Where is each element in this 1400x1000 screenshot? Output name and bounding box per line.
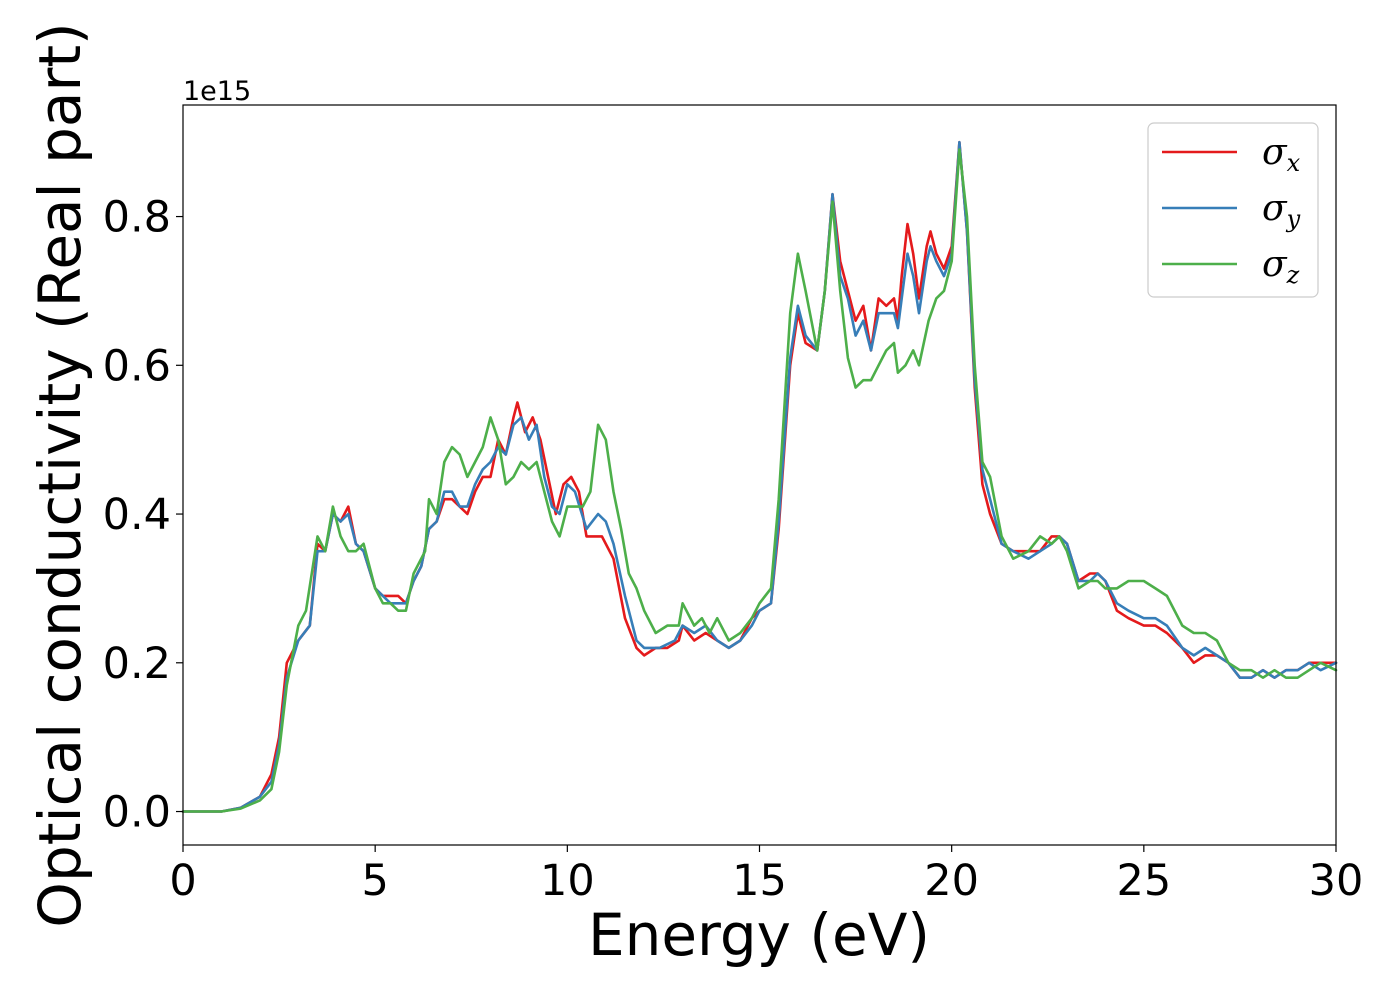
x-tick-label: 0 [169, 856, 196, 906]
series-line-x [181, 140, 1338, 813]
series-layer [181, 140, 1338, 813]
y-tick-label: 0.8 [103, 193, 171, 243]
series-line-y [181, 140, 1338, 813]
x-tick-label: 10 [540, 856, 595, 906]
legend-label-z: σz [1262, 244, 1300, 289]
y-tick-label: 0.4 [103, 490, 171, 540]
x-tick-label: 25 [1116, 856, 1171, 906]
y-tick-label: 0.2 [103, 639, 171, 689]
x-axis: 0 5 10 15 20 25 30 [169, 845, 1363, 906]
legend-label-x: σx [1262, 132, 1301, 177]
y-axis-title: Optical conductivity (Real part) [26, 22, 94, 927]
y-tick-label: 0.6 [103, 341, 171, 391]
x-tick-label: 30 [1309, 856, 1364, 906]
legend-frame [1147, 122, 1319, 298]
x-tick-label: 5 [361, 856, 388, 906]
y-axis: 0.0 0.2 0.4 0.6 0.8 [103, 193, 183, 838]
legend-label-y: σy [1262, 188, 1301, 233]
x-tick-label: 15 [732, 856, 787, 906]
legend: σx σy σz [1147, 122, 1319, 298]
x-axis-title: Energy (eV) [588, 901, 930, 969]
y-offset-label: 1e15 [183, 76, 251, 107]
series-line-z [181, 148, 1338, 813]
x-tick-label: 20 [924, 856, 979, 906]
y-tick-label: 0.0 [103, 788, 171, 838]
